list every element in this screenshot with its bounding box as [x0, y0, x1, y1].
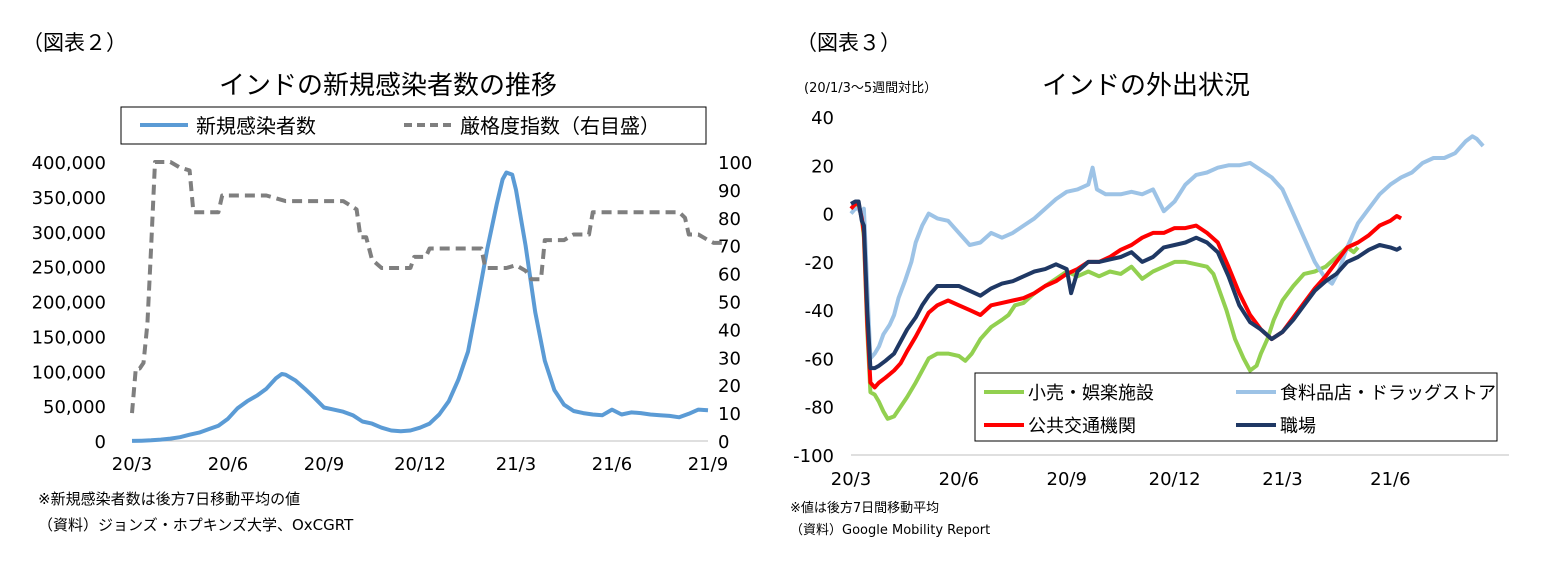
left-y-axis-2: 400,000 350,000 300,000 250,000 200,000 150,0…	[32, 153, 106, 453]
x-tick-label: 21/6	[592, 454, 632, 475]
x-tick-label: 21/3	[496, 454, 536, 475]
right-y-tick-label: 20	[718, 376, 741, 397]
legend-2: 新規感染者数 厳格度指数（右目盛）	[120, 106, 707, 145]
figure-label-2: （図表２）	[22, 31, 127, 55]
right-y-tick-label: 90	[718, 181, 741, 202]
right-y-tick-label: 0	[718, 432, 729, 453]
right-y-tick-label: 10	[718, 404, 741, 425]
note-2-a: ※新規感染者数は後方7日移動平均の値	[38, 490, 300, 508]
y-tick-label: -40	[805, 301, 834, 322]
legend-label-retail: 小売・娯楽施設	[1028, 383, 1154, 404]
right-y-tick-label: 40	[718, 320, 741, 341]
series-line-grocery	[849, 134, 1485, 361]
right-y-tick-label: 30	[718, 348, 741, 369]
note-3-b: （資料）Google Mobility Report	[790, 523, 990, 538]
x-axis-3: 20/3 20/6 20/9 20/12 21/3 21/6	[831, 469, 1411, 490]
unit-label-3: (20/1/3～5週間対比）	[804, 81, 937, 96]
y-tick-label: -80	[805, 398, 834, 419]
x-tick-label: 21/3	[1262, 469, 1302, 490]
left-y-tick-label: 300,000	[32, 223, 106, 244]
y-tick-label: 40	[811, 108, 834, 129]
right-y-tick-label: 50	[718, 293, 741, 314]
series-group-3	[849, 134, 1485, 421]
legend-box-3	[974, 372, 1498, 442]
y-tick-label: 20	[811, 156, 834, 177]
y-tick-label: -60	[805, 349, 834, 370]
x-tick-label: 20/6	[208, 454, 248, 475]
x-tick-label: 20/9	[304, 454, 344, 475]
series-line-cases	[131, 170, 709, 443]
series-group-2	[130, 160, 728, 443]
legend-3: 小売・娯楽施設 食料品店・ドラッグストア 公共交通機関 職場	[974, 372, 1498, 442]
series-line-workplace	[850, 199, 1403, 371]
left-y-tick-label: 200,000	[32, 293, 106, 314]
chart-title-3: インドの外出状況	[1042, 71, 1250, 101]
x-axis-2: 20/3 20/6 20/9 20/12 21/3 21/6 21/9	[112, 454, 728, 475]
y-tick-label: 0	[823, 205, 834, 226]
chart-title-2: インドの新規感染者数の推移	[219, 71, 557, 101]
legend-label-workplace: 職場	[1280, 416, 1316, 437]
legend-label-stringency: 厳格度指数（右目盛）	[460, 114, 660, 138]
x-tick-label: 20/12	[1149, 469, 1201, 490]
right-y-tick-label: 80	[718, 209, 741, 230]
y-tick-label: -100	[793, 446, 834, 467]
chart-3: （図表３） (20/1/3～5週間対比） インドの外出状況 40 20 0 -20 -4…	[790, 31, 1509, 538]
series-line-retail	[850, 201, 1360, 421]
x-tick-label: 21/6	[1370, 469, 1410, 490]
legend-label-cases: 新規感染者数	[196, 114, 316, 138]
left-y-tick-label: 50,000	[43, 397, 106, 418]
figure-label-3: （図表３）	[796, 31, 901, 55]
right-y-tick-label: 60	[718, 265, 741, 286]
x-tick-label: 20/3	[112, 454, 152, 475]
series-line-transit	[849, 201, 1403, 390]
y-axis-3: 40 20 0 -20 -40 -60 -80 -100	[793, 108, 834, 467]
x-tick-label: 20/9	[1047, 469, 1087, 490]
x-tick-label: 20/6	[939, 469, 979, 490]
x-tick-label: 20/12	[394, 454, 446, 475]
legend-label-transit: 公共交通機関	[1028, 416, 1136, 437]
x-tick-label: 21/9	[688, 454, 728, 475]
series-line-stringency	[130, 160, 728, 414]
legend-label-grocery: 食料品店・ドラッグストア	[1280, 383, 1496, 404]
x-tick-label: 20/3	[831, 469, 871, 490]
left-y-tick-label: 250,000	[32, 258, 106, 279]
left-y-tick-label: 150,000	[32, 327, 106, 348]
left-y-tick-label: 100,000	[32, 362, 106, 383]
right-y-tick-label: 100	[718, 153, 752, 174]
note-2-b: （資料）ジョンズ・ホプキンズ大学、OxCGRT	[38, 516, 354, 534]
legend-box-2	[120, 106, 707, 145]
right-y-tick-label: 70	[718, 237, 741, 258]
y-tick-label: -20	[805, 253, 834, 274]
left-y-tick-label: 0	[95, 432, 106, 453]
chart-2: （図表２） インドの新規感染者数の推移 新規感染者数 厳格度指数（右目盛） 40…	[22, 31, 752, 534]
left-y-tick-label: 400,000	[32, 153, 106, 174]
note-3-a: ※値は後方7日間移動平均	[790, 500, 939, 516]
left-y-tick-label: 350,000	[32, 188, 106, 209]
